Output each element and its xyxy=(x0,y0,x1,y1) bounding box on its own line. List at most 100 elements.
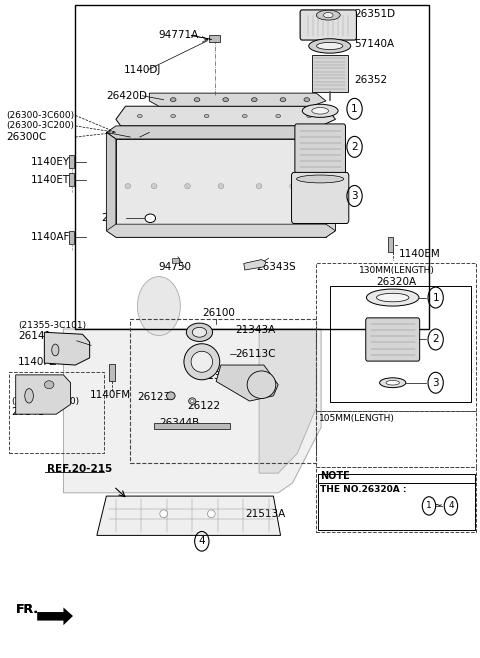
Ellipse shape xyxy=(252,97,257,101)
Text: 26352: 26352 xyxy=(355,75,388,85)
Polygon shape xyxy=(259,329,316,473)
Ellipse shape xyxy=(170,97,176,101)
Text: 26123: 26123 xyxy=(137,392,170,402)
Text: 94771A: 94771A xyxy=(159,30,199,40)
Text: 26141: 26141 xyxy=(18,330,51,341)
Ellipse shape xyxy=(316,11,340,20)
FancyBboxPatch shape xyxy=(295,124,346,174)
Ellipse shape xyxy=(276,114,281,118)
Text: (26300-3C600): (26300-3C600) xyxy=(6,111,74,120)
Polygon shape xyxy=(97,496,281,536)
Text: 94750: 94750 xyxy=(159,263,192,272)
Polygon shape xyxy=(16,375,71,414)
Text: 130MM(LENGTH): 130MM(LENGTH) xyxy=(359,266,434,274)
Ellipse shape xyxy=(380,378,406,388)
Text: 26320A: 26320A xyxy=(376,277,417,287)
Text: ~: ~ xyxy=(434,501,443,511)
Ellipse shape xyxy=(191,351,213,372)
Ellipse shape xyxy=(256,184,262,189)
Ellipse shape xyxy=(189,398,196,405)
Ellipse shape xyxy=(223,97,228,101)
Text: 26351D: 26351D xyxy=(355,9,396,20)
Ellipse shape xyxy=(376,293,409,302)
Text: 1140AF: 1140AF xyxy=(31,232,71,242)
FancyBboxPatch shape xyxy=(69,173,74,186)
Ellipse shape xyxy=(247,371,276,399)
FancyBboxPatch shape xyxy=(366,318,420,361)
Text: 1140EM: 1140EM xyxy=(398,249,440,259)
Text: 14130: 14130 xyxy=(195,371,228,381)
Ellipse shape xyxy=(309,39,351,53)
Ellipse shape xyxy=(185,184,191,189)
Ellipse shape xyxy=(44,381,54,389)
Text: 1: 1 xyxy=(432,293,439,303)
Text: 105MM(LENGTH): 105MM(LENGTH) xyxy=(319,414,395,422)
Text: 1140DJ: 1140DJ xyxy=(123,64,161,74)
Text: 26300C: 26300C xyxy=(6,132,47,142)
Text: 1140ET: 1140ET xyxy=(31,174,70,185)
FancyBboxPatch shape xyxy=(300,10,357,40)
Text: 26420D: 26420D xyxy=(107,91,147,101)
Text: 26141: 26141 xyxy=(11,407,44,417)
Ellipse shape xyxy=(312,107,328,114)
Polygon shape xyxy=(44,332,90,365)
Ellipse shape xyxy=(167,392,175,400)
FancyBboxPatch shape xyxy=(172,258,180,263)
FancyBboxPatch shape xyxy=(388,238,393,251)
Text: NOTE: NOTE xyxy=(320,471,350,482)
Text: 57140A: 57140A xyxy=(355,39,395,49)
Ellipse shape xyxy=(317,42,343,49)
Text: 1: 1 xyxy=(351,104,358,114)
Ellipse shape xyxy=(25,389,34,403)
Ellipse shape xyxy=(386,380,399,385)
Text: 26343S: 26343S xyxy=(257,263,297,272)
Text: 21343A: 21343A xyxy=(235,325,276,336)
Ellipse shape xyxy=(302,104,338,117)
Ellipse shape xyxy=(186,323,213,342)
Ellipse shape xyxy=(160,510,168,518)
Ellipse shape xyxy=(171,114,176,118)
Ellipse shape xyxy=(242,114,247,118)
Text: (21355-3C101): (21355-3C101) xyxy=(18,320,86,330)
Ellipse shape xyxy=(184,343,220,380)
Text: 26122: 26122 xyxy=(188,401,221,411)
Polygon shape xyxy=(326,132,336,238)
Ellipse shape xyxy=(191,399,194,403)
Ellipse shape xyxy=(297,175,344,183)
Ellipse shape xyxy=(280,97,286,101)
Polygon shape xyxy=(216,365,278,401)
FancyBboxPatch shape xyxy=(109,365,115,382)
Ellipse shape xyxy=(192,328,206,337)
Ellipse shape xyxy=(304,97,310,101)
Ellipse shape xyxy=(52,344,59,356)
Ellipse shape xyxy=(366,289,419,306)
Text: (21355-3C100): (21355-3C100) xyxy=(11,397,79,405)
FancyBboxPatch shape xyxy=(69,231,74,244)
Text: 4: 4 xyxy=(199,536,205,546)
Polygon shape xyxy=(63,329,321,493)
FancyBboxPatch shape xyxy=(312,55,348,92)
Text: 26345B: 26345B xyxy=(102,213,142,222)
Text: 26113C: 26113C xyxy=(235,349,276,359)
Text: 3: 3 xyxy=(432,378,439,388)
Text: 21513A: 21513A xyxy=(245,509,285,519)
Ellipse shape xyxy=(324,13,333,18)
Ellipse shape xyxy=(151,184,157,189)
Ellipse shape xyxy=(137,114,142,118)
Text: 1140EY: 1140EY xyxy=(31,157,70,167)
Ellipse shape xyxy=(307,114,312,118)
Polygon shape xyxy=(116,139,326,238)
Ellipse shape xyxy=(313,184,319,189)
Circle shape xyxy=(137,276,180,336)
Text: 26344B: 26344B xyxy=(159,418,199,428)
Ellipse shape xyxy=(218,184,224,189)
Text: FR.: FR. xyxy=(16,603,39,616)
Text: 1: 1 xyxy=(426,501,432,511)
Polygon shape xyxy=(107,224,336,238)
Text: 26347: 26347 xyxy=(111,132,144,142)
FancyBboxPatch shape xyxy=(291,172,349,224)
Polygon shape xyxy=(149,93,326,106)
Text: THE NO.26320A :: THE NO.26320A : xyxy=(320,485,407,494)
Text: 4: 4 xyxy=(448,501,454,511)
Text: REF.20-215: REF.20-215 xyxy=(47,464,112,474)
